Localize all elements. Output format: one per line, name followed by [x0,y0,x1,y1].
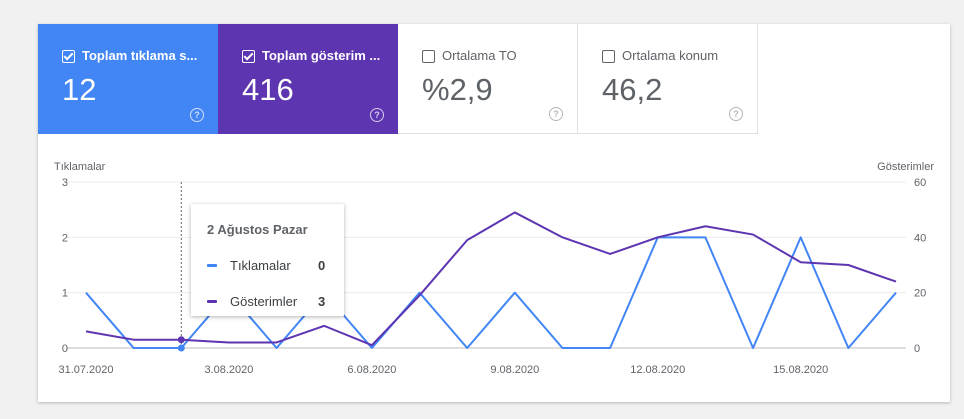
tooltip-row-value: 0 [318,257,326,273]
metric-value: 46,2 [602,72,663,107]
x-axis-tick-label: 12.08.2020 [630,364,685,376]
hover-point-impressions [177,336,185,344]
x-axis-tick-label: 3.08.2020 [204,364,253,376]
tooltip-row-label: Tıklamalar [230,257,291,273]
checkbox-checked-icon[interactable] [62,49,75,63]
help-icon[interactable]: ? [729,107,743,121]
right-axis-title: Gösterimler [877,161,934,173]
help-icon[interactable]: ? [549,107,563,121]
checkbox-unchecked-icon[interactable] [602,49,615,63]
chart-tooltip: 2 Ağustos Pazar Tıklamalar 0 Gösterimler… [191,204,344,316]
left-axis-tick-label: 2 [62,232,68,244]
x-axis-tick-label: 15.08.2020 [773,364,828,376]
metric-value: %2,9 [422,72,493,107]
series-line-impressions [85,211,897,347]
tooltip-row-clicks: Tıklamalar 0 [207,255,344,275]
metric-tile-total-impressions[interactable]: Toplam gösterim ... 416 ? [218,24,398,134]
x-axis-tick-label: 31.07.2020 [58,364,113,376]
x-axis-tick-label: 6.08.2020 [347,364,396,376]
checkbox-checked-icon[interactable] [242,49,255,63]
performance-card: Toplam tıklama s... 12 ? Toplam gösterim… [38,24,950,402]
tooltip-row-impressions: Gösterimler 3 [207,291,344,311]
help-icon[interactable]: ? [370,108,384,122]
metric-value: 12 [62,72,97,107]
checkbox-unchecked-icon[interactable] [422,49,435,63]
tooltip-row-label: Gösterimler [230,293,298,309]
right-axis-tick-label: 20 [914,288,926,300]
series-swatch-clicks [207,263,217,267]
tooltip-row-value: 3 [318,293,326,309]
series-swatch-impressions [207,299,217,303]
left-axis-tick-label: 1 [62,288,68,300]
hover-point-clicks [177,344,185,352]
metric-tile-average-ctr[interactable]: Ortalama TO %2,9 ? [398,24,578,134]
left-axis-tick-label: 0 [62,343,68,355]
left-axis-title: Tıklamalar [54,161,106,173]
right-axis-tick-label: 40 [914,232,926,244]
metric-tile-total-clicks[interactable]: Toplam tıklama s... 12 ? [38,24,218,134]
right-axis-tick-label: 60 [914,177,926,189]
metric-tile-average-position[interactable]: Ortalama konum 46,2 ? [578,24,758,134]
x-axis-tick-label: 9.08.2020 [490,364,539,376]
right-axis-tick-label: 0 [914,343,920,355]
left-axis-tick-label: 3 [62,177,68,189]
metric-value: 416 [242,72,294,107]
help-icon[interactable]: ? [190,108,204,122]
tooltip-date: 2 Ağustos Pazar [207,222,308,237]
